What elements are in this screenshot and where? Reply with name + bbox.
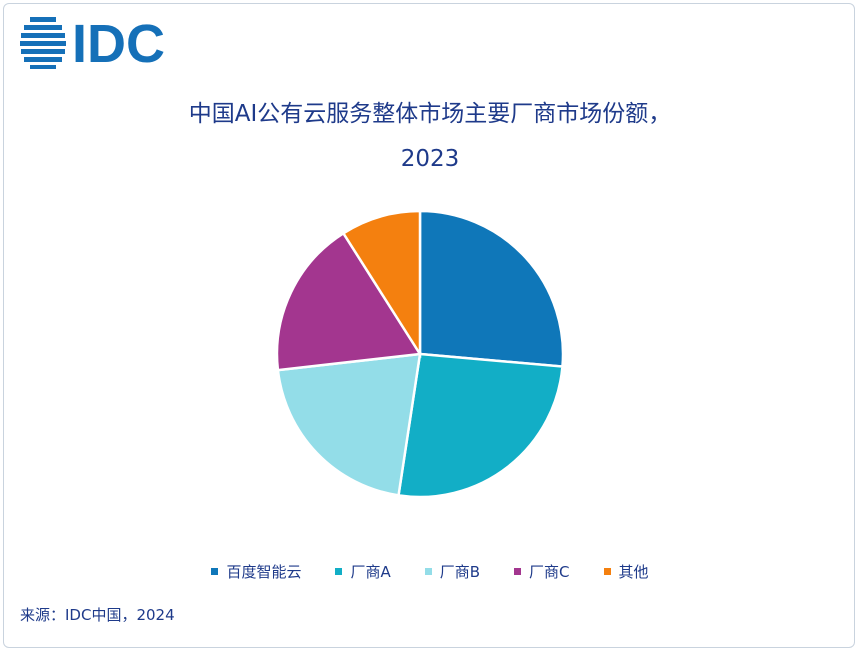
legend-label: 其他 xyxy=(618,563,649,581)
legend-label: 厂商B xyxy=(439,563,481,581)
chart-legend: 百度智能云 厂商A 厂商B 厂商C 其他 xyxy=(0,561,860,582)
legend-swatch xyxy=(514,568,522,575)
legend-item-2: 厂商B xyxy=(424,561,481,582)
pie-slice-0 xyxy=(418,209,565,368)
idc-logo-text: IDC xyxy=(72,14,165,70)
legend-item-0: 百度智能云 xyxy=(211,561,301,582)
legend-item-4: 其他 xyxy=(603,561,649,582)
legend-swatch xyxy=(424,568,432,575)
legend-label: 厂商A xyxy=(350,563,391,581)
legend-item-1: 厂商A xyxy=(335,561,391,582)
legend-swatch xyxy=(603,568,611,575)
legend-label: 百度智能云 xyxy=(226,563,302,581)
legend-swatch xyxy=(335,568,343,575)
idc-logo: IDC xyxy=(20,14,165,70)
pie-slice-4 xyxy=(341,209,422,359)
legend-swatch xyxy=(211,568,219,575)
chart-title-year: 2023 xyxy=(400,146,460,172)
legend-label: 厂商C xyxy=(529,563,570,581)
pie-slice-1 xyxy=(397,352,564,499)
pie-slice-3 xyxy=(275,231,423,372)
legend-item-3: 厂商C xyxy=(514,561,570,582)
pie-slice-2 xyxy=(276,352,422,497)
chart-title: 中国AI公有云服务整体市场主要厂商市场份额， xyxy=(188,101,672,127)
source-note: 来源：IDC中国，2024 xyxy=(20,606,175,624)
idc-globe-icon xyxy=(20,17,66,69)
